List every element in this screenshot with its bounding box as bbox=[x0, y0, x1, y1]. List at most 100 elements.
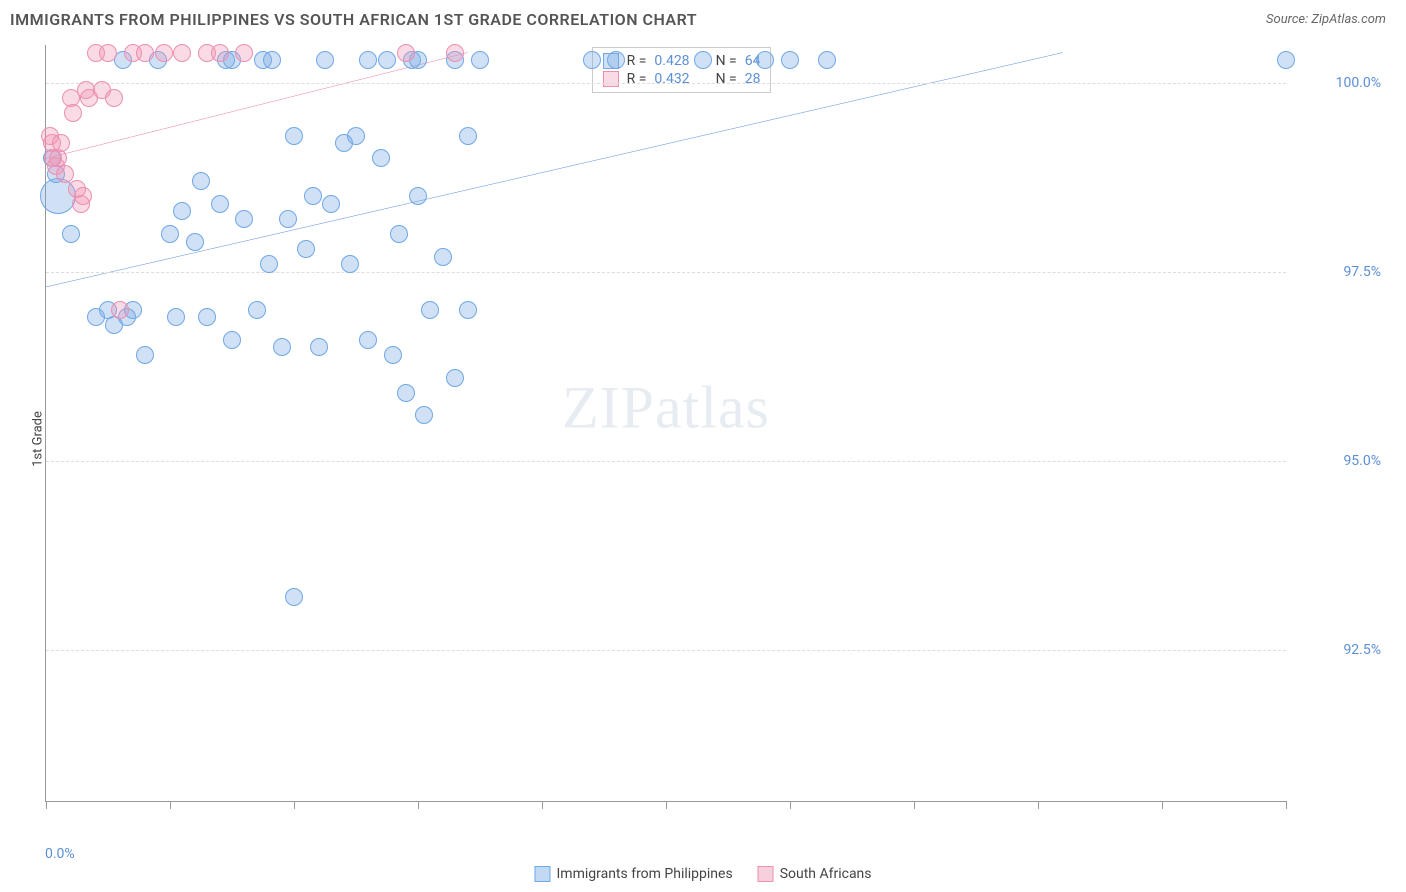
x-tick bbox=[666, 801, 667, 809]
x-tick bbox=[542, 801, 543, 809]
data-point bbox=[211, 44, 229, 62]
legend-swatch bbox=[758, 866, 774, 882]
data-point bbox=[161, 225, 179, 243]
data-point bbox=[359, 51, 377, 69]
data-point bbox=[415, 406, 433, 424]
data-point bbox=[56, 165, 74, 183]
source-label: Source: ZipAtlas.com bbox=[1266, 12, 1386, 27]
x-tick bbox=[294, 801, 295, 809]
data-point bbox=[459, 301, 477, 319]
data-point bbox=[279, 210, 297, 228]
data-point bbox=[99, 44, 117, 62]
data-point bbox=[397, 384, 415, 402]
data-point bbox=[316, 51, 334, 69]
data-point bbox=[310, 338, 328, 356]
data-point bbox=[446, 44, 464, 62]
x-tick bbox=[46, 801, 47, 809]
gridline bbox=[46, 650, 1286, 651]
legend-item: South Africans bbox=[758, 866, 872, 882]
data-point bbox=[173, 44, 191, 62]
data-point bbox=[273, 338, 291, 356]
header: IMMIGRANTS FROM PHILIPPINES VS SOUTH AFR… bbox=[0, 0, 1406, 34]
r-label: R = bbox=[627, 53, 647, 69]
chart-title: IMMIGRANTS FROM PHILIPPINES VS SOUTH AFR… bbox=[10, 10, 697, 29]
r-value: 0.428 bbox=[654, 53, 689, 69]
data-point bbox=[434, 248, 452, 266]
y-tick-label: 100.0% bbox=[1291, 75, 1381, 91]
data-point bbox=[304, 187, 322, 205]
data-point bbox=[607, 51, 625, 69]
data-point bbox=[223, 331, 241, 349]
data-point bbox=[260, 255, 278, 273]
gridline bbox=[46, 272, 1286, 273]
data-point bbox=[390, 225, 408, 243]
data-point bbox=[459, 127, 477, 145]
data-point bbox=[384, 346, 402, 364]
y-tick-label: 97.5% bbox=[1291, 264, 1381, 280]
data-point bbox=[285, 127, 303, 145]
data-point bbox=[583, 51, 601, 69]
legend-label: Immigrants from Philippines bbox=[556, 866, 732, 882]
legend-swatch bbox=[534, 866, 550, 882]
x-tick bbox=[1162, 801, 1163, 809]
gridline bbox=[46, 83, 1286, 84]
data-point bbox=[347, 127, 365, 145]
data-point bbox=[397, 44, 415, 62]
data-point bbox=[1277, 51, 1295, 69]
data-point bbox=[285, 588, 303, 606]
data-point bbox=[64, 104, 82, 122]
bottom-legend: Immigrants from Philippines South African… bbox=[534, 866, 871, 882]
r-value: 0.432 bbox=[654, 71, 689, 87]
x-axis-min-label: 0.0% bbox=[45, 846, 75, 862]
data-point bbox=[198, 308, 216, 326]
data-point bbox=[105, 89, 123, 107]
data-point bbox=[359, 331, 377, 349]
x-tick bbox=[170, 801, 171, 809]
x-tick bbox=[1038, 801, 1039, 809]
data-point bbox=[136, 44, 154, 62]
data-point bbox=[74, 187, 92, 205]
gridline bbox=[46, 461, 1286, 462]
x-tick bbox=[418, 801, 419, 809]
data-point bbox=[297, 240, 315, 258]
plot-region: ZIPatlas R =0.428N =64R =0.432N =28 92.5… bbox=[45, 45, 1286, 802]
watermark-part2: atlas bbox=[655, 374, 770, 440]
data-point bbox=[136, 346, 154, 364]
data-point bbox=[694, 51, 712, 69]
data-point bbox=[756, 51, 774, 69]
data-point bbox=[341, 255, 359, 273]
data-point bbox=[111, 301, 129, 319]
data-point bbox=[173, 202, 191, 220]
data-point bbox=[235, 210, 253, 228]
trend-lines bbox=[46, 45, 1286, 801]
watermark-part1: ZIP bbox=[562, 374, 655, 440]
data-point bbox=[192, 172, 210, 190]
x-tick bbox=[1286, 801, 1287, 809]
data-point bbox=[155, 44, 173, 62]
x-tick bbox=[914, 801, 915, 809]
data-point bbox=[52, 134, 70, 152]
r-label: R = bbox=[627, 71, 647, 87]
data-point bbox=[409, 187, 427, 205]
data-point bbox=[186, 233, 204, 251]
data-point bbox=[248, 301, 266, 319]
trend-line bbox=[46, 53, 1063, 287]
n-label: N = bbox=[716, 53, 737, 69]
stats-row: R =0.428N =64 bbox=[603, 52, 761, 70]
data-point bbox=[235, 44, 253, 62]
data-point bbox=[781, 51, 799, 69]
legend-item: Immigrants from Philippines bbox=[534, 866, 732, 882]
data-point bbox=[378, 51, 396, 69]
data-point bbox=[471, 51, 489, 69]
data-point bbox=[62, 225, 80, 243]
chart-area: 1st Grade ZIPatlas R =0.428N =64R =0.432… bbox=[45, 45, 1386, 832]
n-label: N = bbox=[716, 71, 737, 87]
data-point bbox=[818, 51, 836, 69]
y-axis-title: 1st Grade bbox=[30, 411, 45, 467]
data-point bbox=[421, 301, 439, 319]
y-tick-label: 95.0% bbox=[1291, 453, 1381, 469]
x-axis-max-label: 100.0% bbox=[1391, 846, 1406, 862]
watermark: ZIPatlas bbox=[562, 373, 770, 442]
data-point bbox=[322, 195, 340, 213]
y-tick-label: 92.5% bbox=[1291, 642, 1381, 658]
